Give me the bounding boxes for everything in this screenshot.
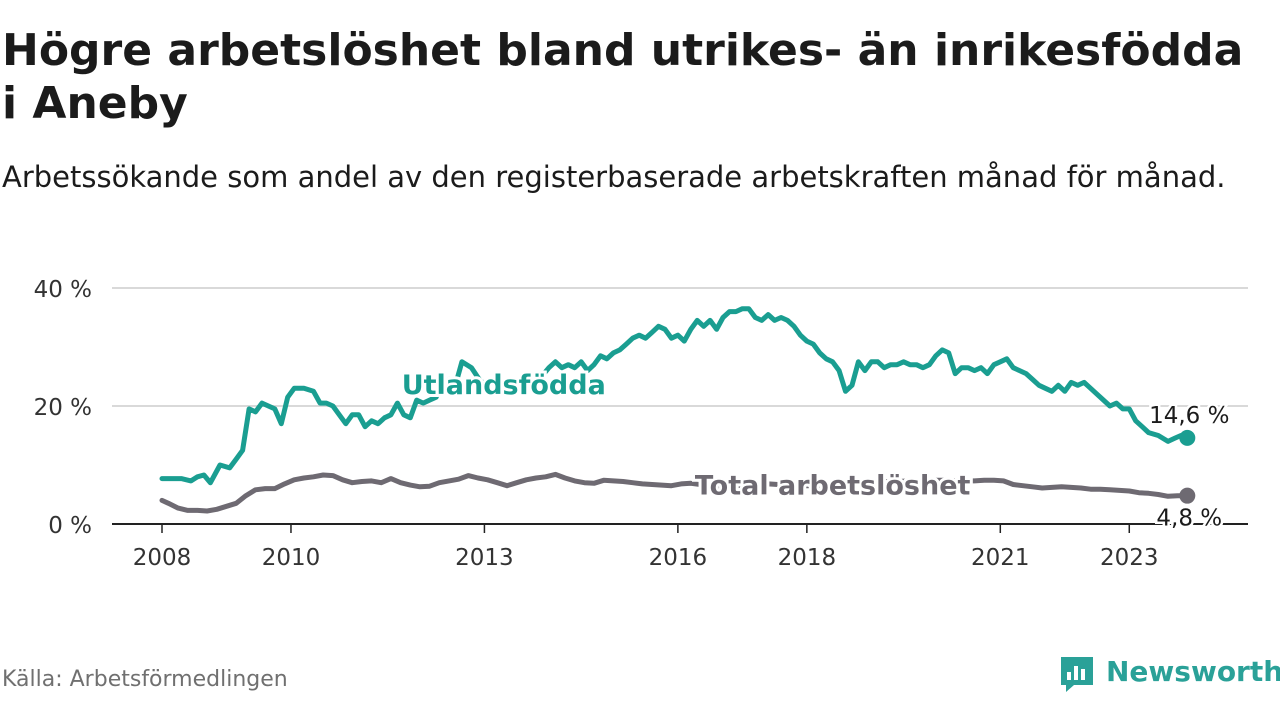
x-tick-label: 2021 xyxy=(971,545,1030,571)
y-tick-label: 20 % xyxy=(34,395,92,421)
series-name-label: Total arbetslöshet xyxy=(695,471,971,502)
x-tick-label: 2013 xyxy=(455,545,514,571)
x-tick-label: 2023 xyxy=(1100,545,1159,571)
chart-subtitle: Arbetssökande som andel av den registerb… xyxy=(2,160,1226,194)
x-tick-label: 2018 xyxy=(778,545,837,571)
series-lines xyxy=(159,306,1196,514)
series-end-marker-0 xyxy=(1179,429,1196,446)
series-end-label: 14,6 % xyxy=(1149,403,1229,429)
series-line-0 xyxy=(159,306,1190,486)
source-note: Källa: Arbetsförmedlingen xyxy=(2,667,288,692)
series-name-label: Utlandsfödda xyxy=(402,370,606,401)
line-chart: 0 %20 %40 %2008 2010 2013 2016 2018 2021 2023 … xyxy=(34,277,1248,571)
x-tick-label: 2010 xyxy=(262,545,321,571)
series-line-1 xyxy=(159,471,1190,514)
y-tick-label: 0 % xyxy=(48,513,92,539)
x-tick-label: 2008 xyxy=(133,545,192,571)
y-tick-label: 40 % xyxy=(34,277,92,303)
chart-title: Högre arbetslöshet bland utrikes- än inr… xyxy=(2,25,1244,129)
grid-lines xyxy=(112,287,1248,407)
series-end-marker-1 xyxy=(1179,487,1196,504)
series-labels: 14,6 % 4,8 % Utlandsfödda Total arbetslöshe… xyxy=(399,367,1232,534)
newsworthy-logo-icon xyxy=(1061,657,1093,692)
axes: 0 % 20 % 40 % 2008 2010 2013 2016 2018 2021 2023 xyxy=(34,277,1248,571)
x-tick-label: 2016 xyxy=(649,545,708,571)
brand-name: Newsworthy xyxy=(1106,655,1280,688)
series-end-label: 4,8 % xyxy=(1156,506,1222,532)
